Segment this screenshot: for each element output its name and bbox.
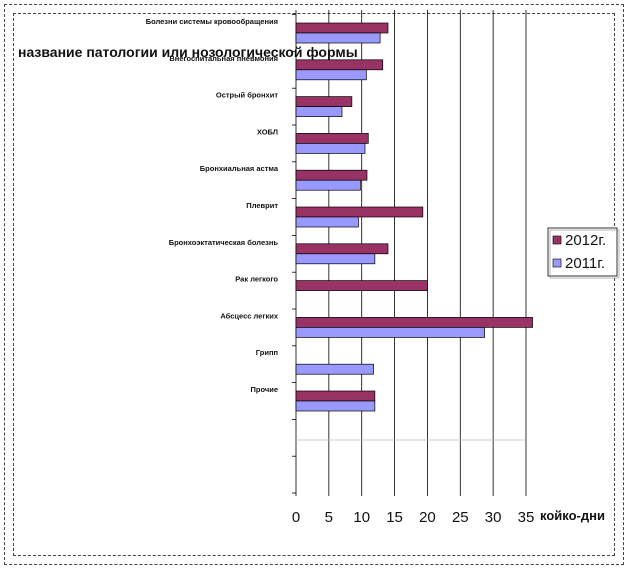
- x-tick-label: 25: [452, 509, 469, 526]
- bar-2012: [295, 22, 389, 34]
- x-tick-label: 0: [292, 509, 300, 526]
- bar-2011: [295, 69, 367, 81]
- category-label: Острый бронхит: [216, 91, 278, 100]
- x-tick-label: 35: [518, 509, 535, 526]
- category-label: Болезни системы кровообращения: [146, 17, 278, 26]
- legend-label-2012: 2012г.: [565, 232, 606, 249]
- bar-2012: [295, 280, 428, 291]
- bar-2011: [295, 253, 376, 265]
- x-tick-label: 30: [485, 509, 502, 526]
- bar-2011: [295, 363, 374, 375]
- legend-shadow: [549, 229, 620, 279]
- legend: 2012г. 2011г.: [547, 227, 620, 279]
- bar-2012: [295, 317, 533, 328]
- category-label: Бронхоэктатическая болезнь: [169, 238, 279, 247]
- x-tick-labels: 0 5 10 15 20 25 30 35: [292, 509, 535, 526]
- bar-2012: [295, 96, 353, 107]
- x-tick-label: 5: [325, 509, 333, 526]
- bar-2012: [295, 169, 368, 181]
- bar-2011: [295, 143, 366, 154]
- bar-2012: [295, 206, 424, 218]
- category-label: ХОБЛ: [257, 127, 278, 136]
- x-tick-label: 20: [419, 509, 436, 526]
- legend-swatch-2011: [552, 258, 562, 268]
- inner-frame: [13, 13, 615, 556]
- category-label: Прочие: [250, 385, 278, 394]
- legend-label-2011: 2011г.: [565, 255, 605, 272]
- category-label: Рак легкого: [235, 275, 278, 284]
- category-label: Грипп: [256, 348, 278, 357]
- outer-frame: [4, 4, 624, 565]
- bar-2012: [295, 59, 384, 71]
- category-labels: Болезни системы кровообращения Внегоспита…: [146, 17, 279, 394]
- x-axis-label: койко-дни: [540, 508, 605, 523]
- overlay-title: название патологии или нозологической фо…: [18, 44, 358, 60]
- bar-2012: [295, 243, 389, 255]
- x-tick-label: 10: [353, 509, 370, 526]
- bars: [295, 22, 533, 412]
- bar-2011: [295, 327, 485, 338]
- category-label: Бронхиальная астма: [200, 164, 279, 173]
- bar-2011: [295, 400, 376, 412]
- legend-swatch-2012: [552, 235, 562, 245]
- bar-2011: [295, 106, 343, 117]
- bar-2012: [295, 133, 369, 144]
- x-tick-label: 15: [386, 509, 403, 526]
- bar-2011: [295, 216, 359, 228]
- bar-2011: [295, 179, 361, 191]
- bar-2011: [295, 32, 381, 44]
- category-label: Абсцесс легких: [220, 311, 278, 320]
- category-label: Плеврит: [246, 201, 278, 210]
- category-label: Внегоспитальная пневмония: [169, 54, 278, 63]
- bar-2012: [295, 390, 376, 402]
